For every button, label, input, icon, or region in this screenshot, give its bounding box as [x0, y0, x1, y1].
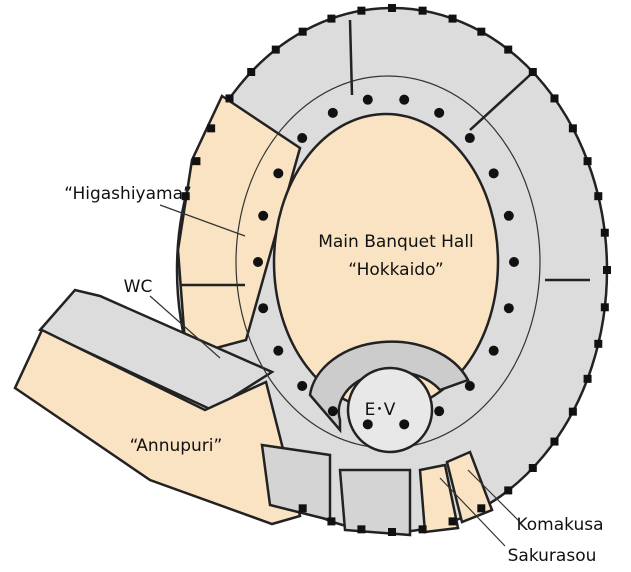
- label-main-hall: Main Banquet Hall: [318, 232, 474, 252]
- column: [504, 46, 512, 54]
- column: [419, 525, 427, 533]
- label-ev: E･V: [365, 400, 396, 420]
- column: [297, 381, 307, 391]
- column: [328, 406, 338, 416]
- column: [273, 168, 283, 178]
- column: [584, 375, 592, 383]
- column: [584, 157, 592, 165]
- column: [399, 419, 409, 429]
- column: [434, 406, 444, 416]
- label-sakurasou: Sakurasou: [508, 546, 597, 566]
- column: [504, 486, 512, 494]
- column: [192, 157, 200, 165]
- column: [477, 28, 485, 36]
- column: [299, 504, 307, 512]
- floor-plan: “Higashiyama” Main Banquet Hall “Hokkaid…: [0, 0, 631, 572]
- column: [477, 504, 485, 512]
- column: [509, 257, 519, 267]
- column: [363, 419, 373, 429]
- column: [253, 257, 263, 267]
- column: [419, 7, 427, 15]
- column: [489, 346, 499, 356]
- column: [399, 95, 409, 105]
- column: [594, 340, 602, 348]
- column: [258, 211, 268, 221]
- column: [603, 266, 611, 274]
- column: [226, 94, 234, 102]
- column: [434, 108, 444, 118]
- column: [550, 94, 558, 102]
- column: [297, 133, 307, 143]
- column: [327, 15, 335, 23]
- column: [207, 124, 215, 132]
- column: [449, 15, 457, 23]
- column: [504, 303, 514, 313]
- column: [601, 229, 609, 237]
- column: [327, 517, 335, 525]
- column: [569, 124, 577, 132]
- column: [328, 108, 338, 118]
- label-komakusa: Komakusa: [516, 515, 603, 535]
- label-annupuri: “Annupuri”: [130, 436, 223, 456]
- column: [465, 381, 475, 391]
- column: [273, 346, 283, 356]
- column: [388, 4, 396, 12]
- small-room: [340, 470, 410, 535]
- column: [247, 68, 255, 76]
- column: [258, 303, 268, 313]
- label-higashiyama: “Higashiyama”: [64, 184, 192, 204]
- column: [272, 46, 280, 54]
- label-hokkaido: “Hokkaido”: [348, 260, 443, 280]
- column: [594, 192, 602, 200]
- column: [363, 95, 373, 105]
- column: [465, 133, 475, 143]
- column: [601, 303, 609, 311]
- column: [357, 525, 365, 533]
- column: [504, 211, 514, 221]
- column: [550, 438, 558, 446]
- column: [529, 464, 537, 472]
- column: [449, 517, 457, 525]
- column: [357, 7, 365, 15]
- column: [569, 408, 577, 416]
- column: [299, 28, 307, 36]
- label-wc: WC: [124, 277, 153, 297]
- column: [388, 528, 396, 536]
- column: [489, 168, 499, 178]
- column: [529, 68, 537, 76]
